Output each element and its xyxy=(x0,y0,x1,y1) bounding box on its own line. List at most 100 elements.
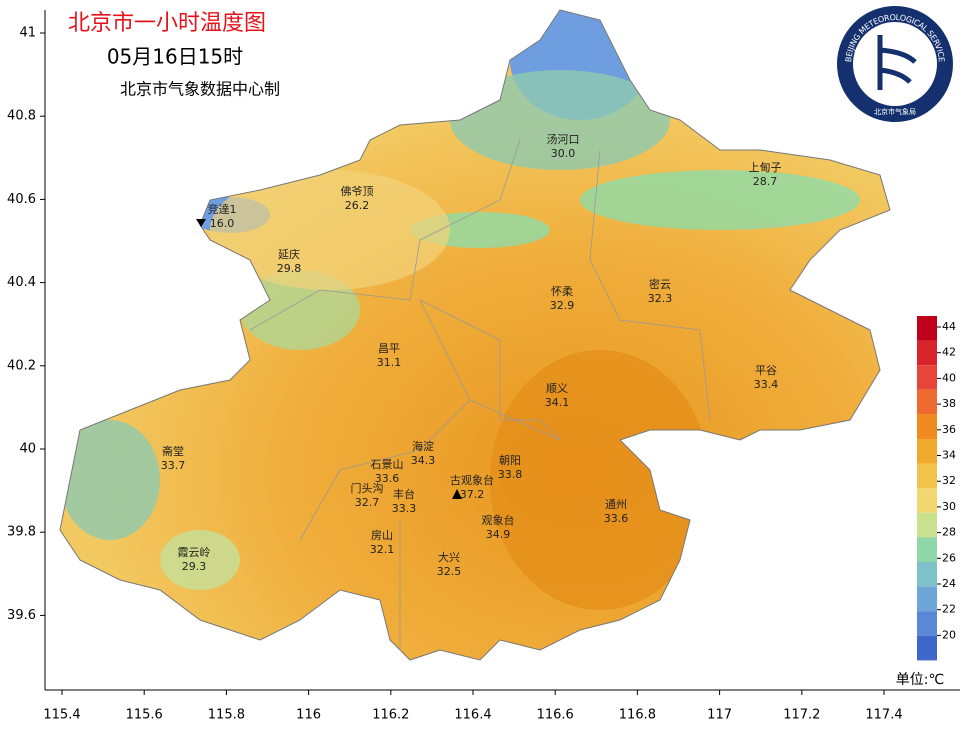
station-temp: 29.3 xyxy=(182,560,207,573)
station-name: 上甸子 xyxy=(749,161,782,174)
station-name: 石景山 xyxy=(371,458,404,471)
colorbar-block xyxy=(917,512,937,538)
station-name: 密云 xyxy=(649,277,671,291)
station-name: 观象台 xyxy=(482,513,515,527)
x-tick-label: 116.6 xyxy=(537,708,574,723)
y-tick-label: 39.8 xyxy=(7,525,36,540)
station-name: 顺义 xyxy=(546,382,568,395)
station-temp: 33.3 xyxy=(392,502,417,515)
colorbar-label: 44 xyxy=(942,320,956,333)
logo-name: 北京市气象局 xyxy=(874,107,916,116)
x-tick-label: 115.8 xyxy=(208,708,245,723)
colorbar-block xyxy=(917,414,937,439)
station-name: 古观象台 xyxy=(450,473,494,487)
colorbar-block xyxy=(917,537,937,562)
colorbar-block xyxy=(917,488,937,513)
y-tick-label: 41 xyxy=(19,26,36,41)
station-name: 霞云岭 xyxy=(178,545,211,559)
y-tick-label: 39.6 xyxy=(7,608,36,623)
station-temp: 32.9 xyxy=(550,299,575,312)
colorbar-label: 26 xyxy=(942,551,956,564)
y-tick-label: 40.2 xyxy=(7,358,36,373)
station-temp: 31.1 xyxy=(377,356,402,369)
colorbar-label: 40 xyxy=(942,371,956,384)
station-name: 丰台 xyxy=(393,487,415,501)
x-tick-label: 116 xyxy=(296,708,321,723)
colorbar-block xyxy=(917,439,937,464)
colorbar-label: 22 xyxy=(942,603,956,616)
station-name: 朝阳 xyxy=(499,454,521,467)
station-temp: 34.3 xyxy=(411,454,436,467)
station-temp: 33.6 xyxy=(604,512,629,525)
colorbar-block xyxy=(917,635,937,661)
colorbar-label: 34 xyxy=(942,449,956,462)
y-tick-label: 40.4 xyxy=(7,275,36,290)
colorbar-block xyxy=(917,389,937,415)
colorbar-block xyxy=(917,316,937,341)
station-name: 通州 xyxy=(605,498,627,511)
colorbar-label: 42 xyxy=(942,346,956,359)
station-name: 汤河口 xyxy=(547,132,580,146)
colorbar-label: 30 xyxy=(942,500,956,513)
y-tick-label: 40.8 xyxy=(7,109,36,124)
colorbar-block xyxy=(917,611,937,636)
station-name: 海淀 xyxy=(412,439,434,453)
max-marker xyxy=(452,489,462,499)
station-temp: 32.3 xyxy=(648,292,673,305)
station-temp: 32.7 xyxy=(355,496,380,509)
x-tick-label: 115.6 xyxy=(126,708,163,723)
colorbar-block xyxy=(917,586,937,612)
colorbar-label: 36 xyxy=(942,423,956,436)
station-temp: 26.2 xyxy=(345,199,370,212)
station-temp: 33.4 xyxy=(754,378,779,391)
colorbar-label: 20 xyxy=(942,628,956,641)
station-name: 房山 xyxy=(371,529,393,542)
unit: 单位:℃ xyxy=(896,672,944,688)
min-marker xyxy=(196,219,206,227)
station-name: 门头沟 xyxy=(351,481,384,495)
colorbar-block xyxy=(917,463,937,489)
station-temp: 28.7 xyxy=(753,175,778,188)
station-name: 平谷 xyxy=(755,364,777,377)
station-name: 昌平 xyxy=(378,342,400,355)
station-temp: 33.8 xyxy=(498,468,523,481)
x-tick-label: 117 xyxy=(707,708,732,723)
station-temp: 32.5 xyxy=(437,565,462,578)
station-temp: 32.1 xyxy=(370,543,395,556)
colorbar-block xyxy=(917,365,937,390)
x-tick-label: 116.2 xyxy=(372,708,409,723)
y-tick-label: 40.6 xyxy=(7,192,36,207)
x-tick-label: 116.8 xyxy=(619,708,656,723)
y-tick-label: 40 xyxy=(19,442,36,457)
station-temp: 30.0 xyxy=(551,147,576,160)
source: 北京市气象数据中心制 xyxy=(120,80,280,99)
station-temp: 16.0 xyxy=(210,217,235,230)
station-temp: 34.1 xyxy=(545,396,570,409)
station-temp: 33.6 xyxy=(375,472,400,485)
station-temp: 29.8 xyxy=(277,262,302,275)
colorbar-label: 28 xyxy=(942,526,956,539)
station-name: 斋堂 xyxy=(162,444,184,458)
x-tick-label: 116.4 xyxy=(454,708,491,723)
station-name: 佛爷顶 xyxy=(341,184,374,198)
title: 北京市一小时温度图 xyxy=(68,11,266,36)
station-name: 延庆 xyxy=(278,247,300,261)
colorbar-block xyxy=(917,562,937,587)
x-tick-label: 115.4 xyxy=(43,708,80,723)
colorbar-label: 38 xyxy=(942,397,956,410)
district-lines xyxy=(249,139,711,650)
station-name: 竞達1 xyxy=(208,202,237,216)
x-tick-label: 117.4 xyxy=(865,708,902,723)
station-name: 大兴 xyxy=(438,550,460,564)
station-temp: 34.9 xyxy=(486,528,511,541)
x-tick-label: 117.2 xyxy=(783,708,820,723)
colorbar-label: 24 xyxy=(942,577,956,590)
station-temp: 37.2 xyxy=(460,488,485,501)
colorbar-label: 32 xyxy=(942,474,956,487)
station-name: 怀柔 xyxy=(551,285,573,298)
colorbar-block xyxy=(917,340,937,366)
time: 05月16日15时 xyxy=(107,45,243,69)
